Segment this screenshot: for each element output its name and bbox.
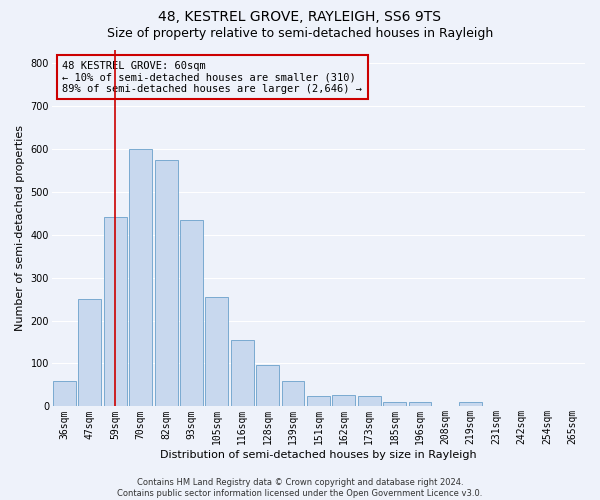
Bar	[409, 402, 431, 406]
Text: Contains HM Land Registry data © Crown copyright and database right 2024.
Contai: Contains HM Land Registry data © Crown c…	[118, 478, 482, 498]
Bar	[460, 402, 482, 406]
Bar	[53, 380, 76, 406]
Bar	[358, 396, 380, 406]
Bar	[332, 395, 355, 406]
Text: 48 KESTREL GROVE: 60sqm
← 10% of semi-detached houses are smaller (310)
89% of s: 48 KESTREL GROVE: 60sqm ← 10% of semi-de…	[62, 60, 362, 94]
Text: Size of property relative to semi-detached houses in Rayleigh: Size of property relative to semi-detach…	[107, 28, 493, 40]
Bar	[129, 149, 152, 406]
Bar	[383, 402, 406, 406]
X-axis label: Distribution of semi-detached houses by size in Rayleigh: Distribution of semi-detached houses by …	[160, 450, 477, 460]
Bar	[79, 299, 101, 406]
Bar	[155, 160, 178, 406]
Bar	[307, 396, 330, 406]
Bar	[205, 297, 228, 406]
Bar	[231, 340, 254, 406]
Bar	[180, 220, 203, 406]
Bar	[104, 218, 127, 406]
Y-axis label: Number of semi-detached properties: Number of semi-detached properties	[15, 125, 25, 331]
Bar	[256, 365, 279, 406]
Bar	[281, 380, 304, 406]
Text: 48, KESTREL GROVE, RAYLEIGH, SS6 9TS: 48, KESTREL GROVE, RAYLEIGH, SS6 9TS	[158, 10, 442, 24]
